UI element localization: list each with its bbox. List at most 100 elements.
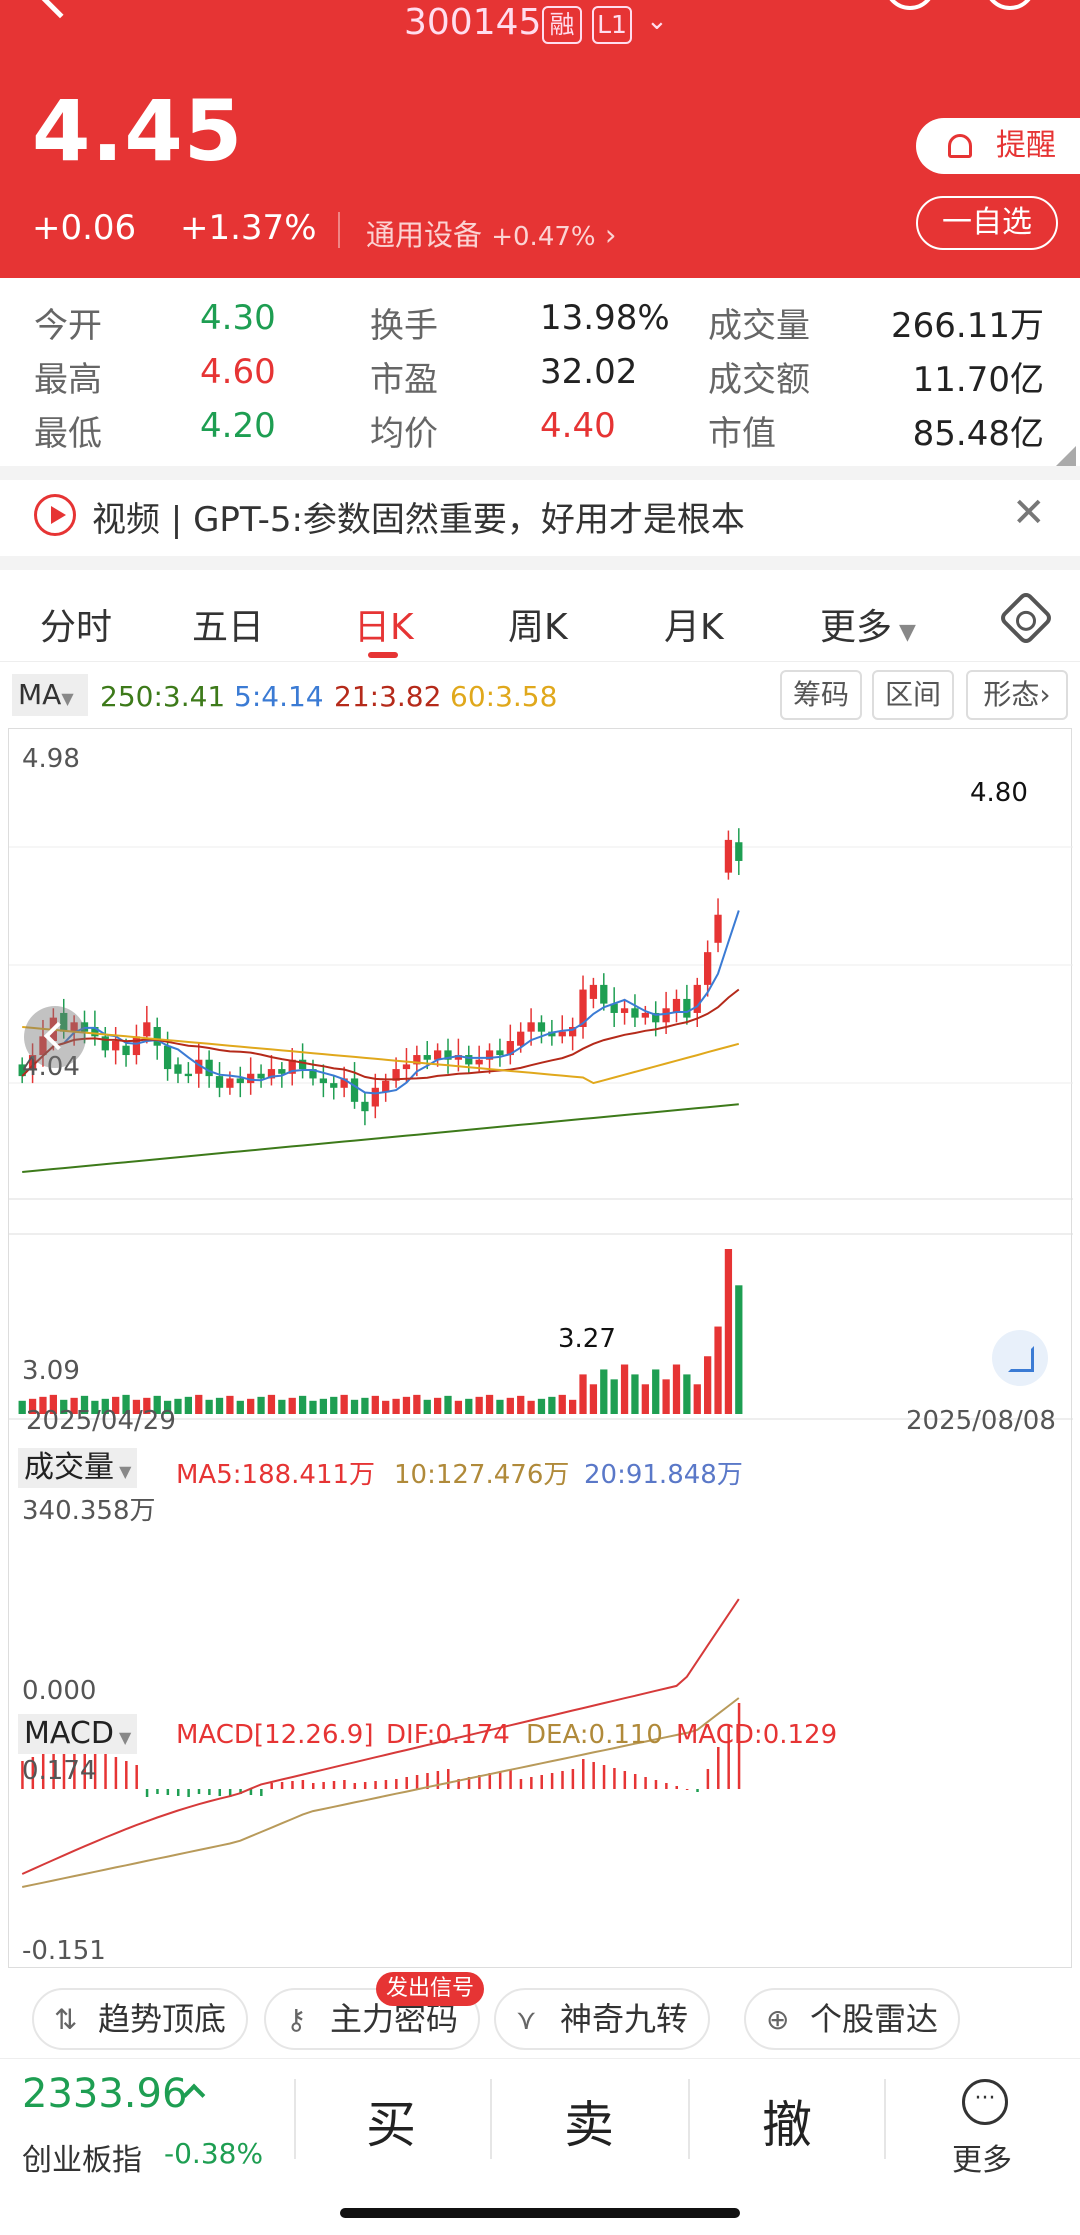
remind-button[interactable]: 提醒 [916, 118, 1080, 174]
candle-body [143, 1022, 151, 1037]
candle-body [413, 1055, 421, 1065]
ma5-value: 5:4.14 [234, 680, 324, 713]
chevron-down-icon[interactable]: ⌄ [646, 6, 668, 36]
candle-body [433, 1050, 442, 1060]
pattern-button[interactable]: 形态› [966, 670, 1068, 720]
main-force-button[interactable]: ⚷ 主力密码 [264, 1988, 480, 2050]
volume-bar [620, 1364, 629, 1414]
ma5-line [21, 910, 740, 1095]
range-button[interactable]: 区间 [872, 670, 954, 720]
stat-label: 成交额 [708, 360, 810, 400]
sell-button[interactable]: 卖 [564, 2096, 614, 2154]
cancel-order-button[interactable]: 撤 [762, 2096, 812, 2154]
tab-intraday[interactable]: 分时 [40, 607, 113, 648]
candle-body [205, 1059, 213, 1077]
macd-bar [239, 1789, 242, 1794]
macd-bar [301, 1780, 305, 1789]
macd-selector-label: MACD [24, 1716, 114, 1751]
stat-value: 13.98% [540, 298, 670, 338]
stat-value: 4.30 [200, 298, 276, 338]
tab-daily-k[interactable]: 日K [354, 607, 414, 648]
news-banner[interactable]: 视频 | GPT-5:参数固然重要，好用才是根本 ✕ [0, 478, 1080, 554]
trend-top-bottom-button[interactable]: ⇅ 趋势顶底 [32, 1988, 248, 2050]
volume-bar [288, 1397, 296, 1414]
volume-bar [662, 1379, 670, 1414]
home-indicator [340, 2208, 740, 2218]
stat-value: 11.70亿 [912, 360, 1044, 400]
back-icon[interactable] [31, 0, 89, 19]
macd-bar [540, 1775, 543, 1789]
macd-bar [249, 1789, 253, 1795]
candle-body [517, 1031, 525, 1046]
quote-header: 300145 融 L1 ⌄ 4.45 +0.06 +1.37% 通用设备 +0.… [0, 0, 1080, 278]
macd-bar [176, 1789, 180, 1796]
volume-bar [600, 1369, 608, 1414]
volume-bar [672, 1364, 681, 1414]
macd-bar [509, 1769, 512, 1789]
chevron-left-icon[interactable] [24, 1006, 86, 1068]
magic-nine-button[interactable]: ⋎ 神奇九转 [494, 1988, 710, 2050]
settings-icon[interactable] [997, 589, 1055, 647]
industry-link[interactable]: 通用设备 +0.47% › [366, 212, 616, 254]
macd-bar [322, 1782, 325, 1789]
macd-bar [654, 1780, 658, 1789]
macd-bar [405, 1777, 408, 1789]
volume-bar [589, 1384, 598, 1414]
kline-svg [9, 828, 1073, 1888]
macd-bar [41, 1753, 45, 1789]
macd-bar [478, 1775, 481, 1789]
volume-bar [215, 1397, 224, 1414]
volume-bar [506, 1397, 514, 1414]
candle-body [589, 984, 598, 999]
macd-bar [415, 1775, 419, 1789]
industry-name: 通用设备 [366, 218, 483, 252]
tab-weekly-k[interactable]: 周K [508, 607, 568, 648]
stat-label: 成交量 [708, 306, 810, 346]
volume-bar [579, 1374, 587, 1414]
date-start: 2025/04/29 [26, 1406, 176, 1436]
macd-bar [135, 1765, 138, 1789]
more-icon[interactable]: ··· [962, 2079, 1008, 2125]
volume-bar [226, 1395, 234, 1414]
more-label[interactable]: 更多 [952, 2143, 1012, 2178]
ma-selector[interactable]: MA▼ [12, 674, 88, 716]
macd-bar [633, 1774, 637, 1789]
kline-chart-area[interactable] [8, 728, 1073, 1968]
active-tab-indicator [368, 652, 398, 658]
tab-monthly-k[interactable]: 月K [664, 607, 724, 648]
stock-radar-button[interactable]: ⊕ 个股雷达 [744, 1988, 960, 2050]
volume-selector[interactable]: 成交量 ▼ [18, 1448, 138, 1488]
level-badge[interactable]: L1 [592, 6, 632, 44]
quote-stats: 今开 4.30 换手 13.98% 成交量 266.11万 最高 4.60 市盈… [0, 280, 1080, 466]
macd-bar [571, 1769, 575, 1789]
expand-stats-icon[interactable] [1054, 446, 1076, 468]
volume-bar [236, 1400, 244, 1414]
macd-axis-top: 0.174 [22, 1756, 97, 1786]
volume-bar [163, 1400, 172, 1414]
search-icon[interactable] [984, 0, 1036, 10]
candle-body [122, 1045, 130, 1056]
macd-selector[interactable]: MACD ▼ [18, 1714, 138, 1754]
volume-bar [371, 1395, 379, 1414]
macd-bar [488, 1773, 492, 1789]
buy-button[interactable]: 买 [366, 2096, 416, 2154]
macd-bar [93, 1749, 97, 1789]
index-value[interactable]: 2333.96 [22, 2071, 188, 2117]
add-watchlist-button[interactable]: 一自选 [916, 196, 1058, 250]
tab-more[interactable]: 更多 ▼ [820, 598, 916, 650]
fullscreen-icon[interactable] [992, 1330, 1048, 1386]
updown-arrows-icon: ⇅ [54, 2003, 78, 2036]
tab-five-day[interactable]: 五日 [192, 607, 265, 648]
macd-bar [696, 1789, 699, 1792]
chips-button[interactable]: 筹码 [780, 670, 862, 720]
candle-body [652, 1012, 660, 1023]
close-icon[interactable]: ✕ [1012, 490, 1046, 536]
candle-body [672, 998, 681, 1013]
volume-bar [433, 1397, 442, 1414]
stat-value: 85.48亿 [912, 414, 1044, 454]
volume-bar [340, 1394, 348, 1414]
divider [338, 212, 340, 248]
volume-bar [631, 1374, 639, 1414]
stat-value: 4.20 [200, 406, 276, 446]
share-icon[interactable] [884, 0, 936, 10]
